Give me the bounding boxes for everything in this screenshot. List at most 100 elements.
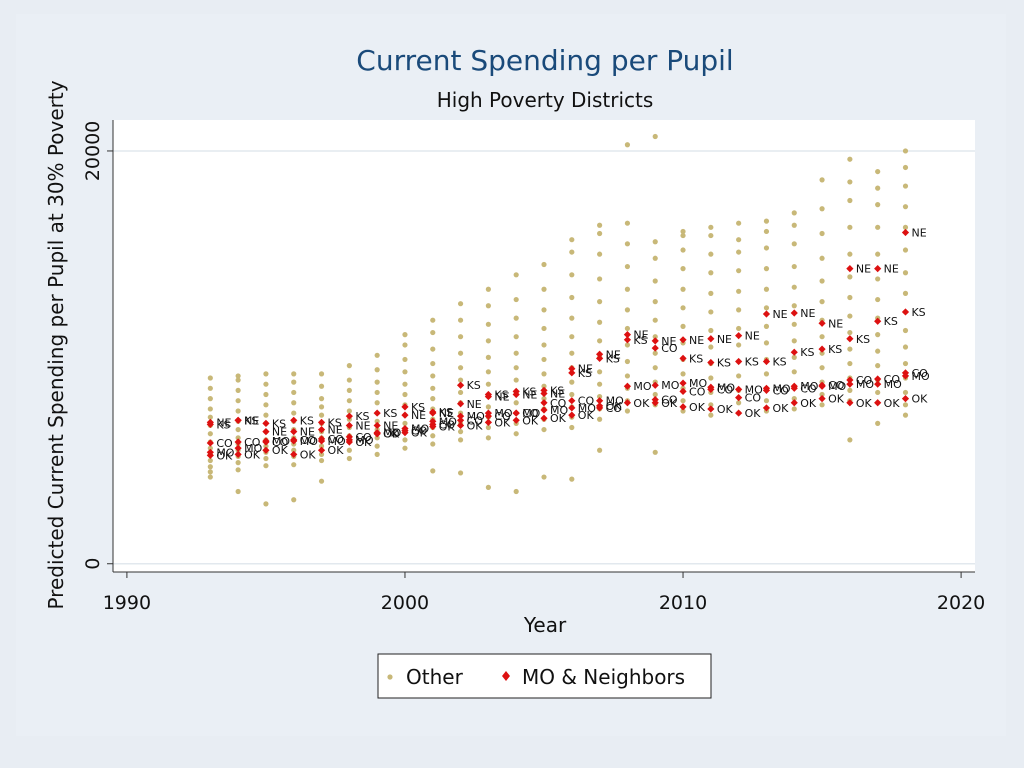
other-point [207, 445, 213, 451]
highlight-point-label: MO [745, 383, 763, 396]
highlight-point [262, 428, 270, 436]
other-point [902, 148, 909, 154]
legend-label-other: Other [406, 665, 464, 689]
other-point [485, 303, 491, 309]
other-point [763, 218, 770, 224]
other-point [235, 460, 241, 466]
other-point [513, 377, 519, 383]
other-point [847, 313, 853, 319]
highlight-point-label: NE [411, 409, 426, 422]
other-point [736, 373, 742, 379]
highlight-point [373, 430, 381, 438]
other-point [819, 350, 825, 356]
other-point [763, 228, 770, 235]
other-point [902, 290, 909, 296]
highlight-point [901, 372, 910, 380]
other-point [569, 334, 575, 340]
other-point [902, 183, 909, 189]
highlight-point [679, 336, 687, 344]
highlight-point-label: MO [467, 410, 485, 423]
other-point [819, 402, 825, 408]
highlight-point-label: CO [606, 402, 623, 415]
other-point [652, 449, 658, 455]
highlight-point-label: CO [745, 392, 762, 405]
other-point [791, 354, 797, 360]
highlight-point-label: CO [884, 373, 901, 386]
highlight-point-label: OK [467, 419, 484, 432]
other-point [652, 255, 658, 261]
other-point [652, 317, 658, 323]
other-point [680, 371, 686, 377]
highlight-point [874, 399, 882, 407]
highlight-point-label: MO [383, 427, 401, 440]
highlight-point-label: OK [328, 444, 345, 457]
highlight-point [735, 393, 743, 402]
other-point [430, 329, 436, 336]
other-point [457, 365, 464, 371]
other-point [791, 303, 797, 309]
x-axis-title: Year [523, 613, 567, 637]
highlight-point [846, 399, 854, 407]
highlight-point-label: NE [300, 426, 315, 439]
other-point [513, 365, 519, 371]
other-point [263, 381, 269, 387]
highlight-point [707, 405, 715, 413]
highlight-point [401, 429, 409, 437]
other-point [652, 365, 658, 371]
y-axis-title: Predicted Current Spending per Pupil at … [44, 80, 68, 609]
other-point [235, 426, 241, 433]
other-point [763, 245, 770, 251]
highlight-point [290, 428, 298, 436]
other-point [402, 391, 408, 398]
other-point [763, 305, 770, 311]
other-point [708, 232, 714, 239]
other-point [680, 232, 686, 239]
other-point [346, 363, 352, 369]
highlight-point-label: OK [244, 448, 261, 461]
other-point [597, 276, 603, 282]
highlight-point-label: KS [300, 414, 314, 427]
other-point [763, 371, 770, 377]
other-point [235, 377, 241, 383]
other-point [902, 164, 909, 171]
highlight-point [429, 422, 437, 431]
other-point [736, 220, 742, 226]
other-point [457, 429, 464, 435]
highlight-point [234, 416, 242, 424]
highlight-point-label: CO [300, 434, 317, 447]
y-tick-label: 0 [82, 558, 104, 570]
highlight-point-label: MO [717, 381, 735, 394]
highlight-point [512, 416, 520, 424]
highlight-point [262, 419, 270, 427]
highlight-point-label: KS [884, 315, 898, 328]
other-point [763, 266, 770, 272]
other-point [430, 433, 436, 439]
highlight-point-label: OK [856, 397, 873, 410]
other-point [597, 230, 603, 237]
highlight-point-label: OK [717, 403, 734, 416]
other-point [624, 373, 631, 379]
highlight-point-label: NE [606, 348, 621, 361]
other-point [402, 381, 408, 387]
other-point [235, 467, 241, 473]
highlight-point [623, 399, 632, 407]
other-point [485, 424, 491, 431]
highlight-point-label: CO [661, 394, 678, 407]
other-point [207, 385, 213, 391]
other-point [263, 443, 269, 449]
highlight-point [762, 404, 771, 412]
highlight-point-label: NE [633, 329, 648, 342]
other-point [485, 321, 491, 327]
other-point [318, 478, 325, 484]
other-point [541, 307, 547, 313]
other-point [569, 315, 575, 321]
highlight-point [623, 382, 632, 390]
other-point [318, 457, 325, 464]
other-point [708, 270, 714, 276]
highlight-point [234, 450, 242, 458]
other-point [680, 286, 686, 292]
other-point [541, 474, 547, 480]
highlight-point [651, 399, 659, 407]
highlight-point-label: CO [383, 428, 400, 441]
highlight-point [484, 418, 492, 426]
